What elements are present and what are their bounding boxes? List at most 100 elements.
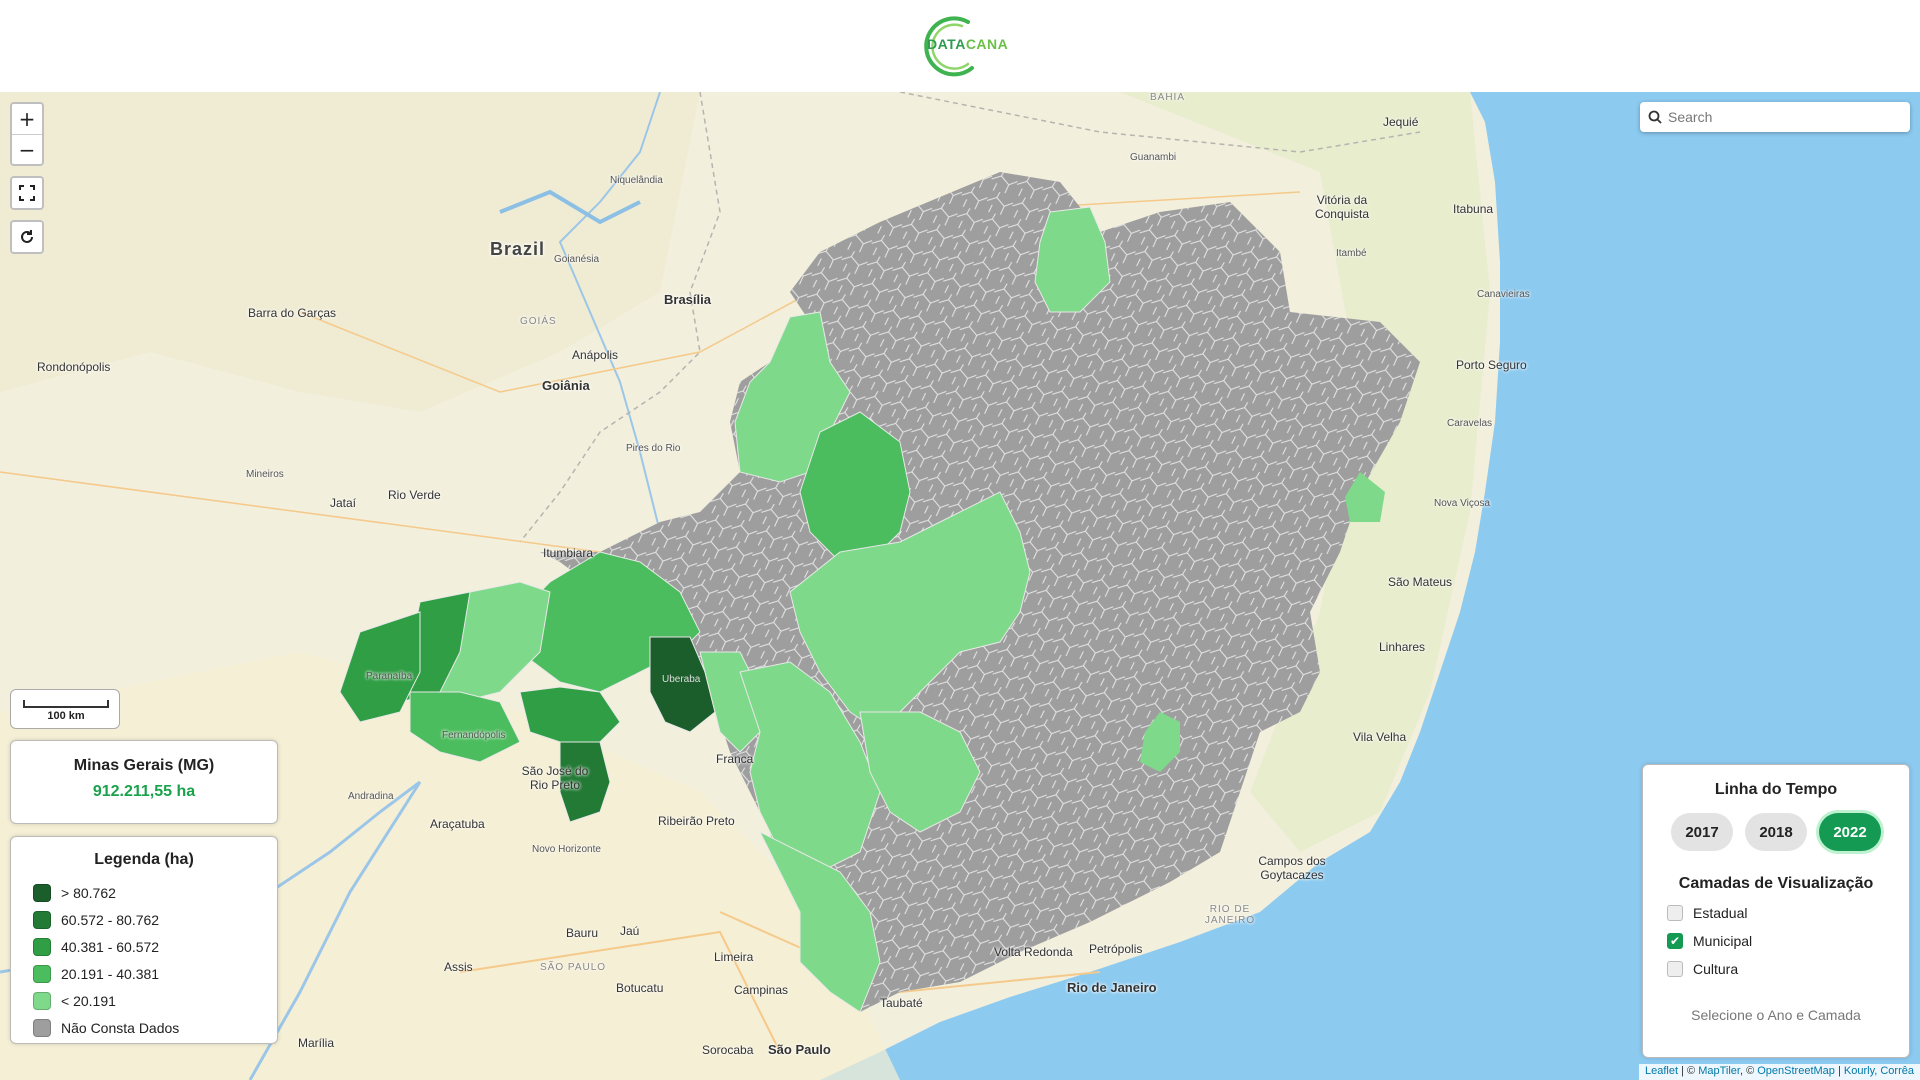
place-label: Porto Seguro bbox=[1456, 358, 1527, 372]
maptiler-link[interactable]: MapTiler bbox=[1698, 1065, 1740, 1077]
attribution-separator: | bbox=[1834, 1065, 1844, 1077]
place-label: Vitória da Conquista bbox=[1314, 193, 1370, 221]
place-label: Rio Verde bbox=[388, 488, 441, 502]
place-label: Itambé bbox=[1336, 248, 1367, 259]
selection-hint: Selecione o Ano e Camada bbox=[1691, 1007, 1861, 1023]
legend-item: 60.572 - 80.762 bbox=[33, 906, 255, 933]
state-total-panel: Minas Gerais (MG) 912.211,55 ha bbox=[10, 740, 278, 824]
place-label: Niquelândia bbox=[610, 175, 663, 186]
layer-option-cultura[interactable]: Cultura bbox=[1667, 961, 1909, 977]
place-label: Campos dos Goytacazes bbox=[1258, 854, 1326, 882]
place-label: Novo Horizonte bbox=[532, 844, 601, 855]
place-label: Araçatuba bbox=[430, 817, 485, 831]
place-label: Itabuna bbox=[1453, 202, 1494, 216]
place-label: Goiânia bbox=[542, 378, 590, 393]
layer-option-estadual[interactable]: Estadual bbox=[1667, 905, 1909, 921]
year-button-2018[interactable]: 2018 bbox=[1745, 813, 1807, 851]
zoom-control: + − bbox=[10, 102, 44, 166]
place-label: Campinas bbox=[734, 983, 789, 997]
place-label: Sorocaba bbox=[702, 1043, 754, 1057]
year-button-2017[interactable]: 2017 bbox=[1671, 813, 1733, 851]
place-label: Ribeirão Preto bbox=[658, 814, 735, 828]
place-label: Itumbiara bbox=[543, 546, 594, 560]
legend-item: 40.381 - 60.572 bbox=[33, 933, 255, 960]
place-label: Paranaíba bbox=[366, 671, 413, 682]
zoom-in-button[interactable]: + bbox=[12, 104, 42, 134]
datacana-logo[interactable]: DATACANA bbox=[910, 14, 1010, 78]
place-label: Nova Viçosa bbox=[1434, 498, 1490, 509]
place-label: Fernandópolis bbox=[442, 730, 506, 741]
place-label: Mineiros bbox=[246, 469, 284, 480]
place-label: Botucatu bbox=[616, 981, 664, 995]
legend-swatch bbox=[33, 964, 51, 983]
fullscreen-button[interactable] bbox=[12, 178, 42, 208]
place-label: Andradina bbox=[348, 791, 394, 802]
header: DATACANA bbox=[0, 0, 1920, 92]
osm-link[interactable]: OpenStreetMap bbox=[1757, 1065, 1835, 1077]
place-label: Brasília bbox=[664, 292, 711, 307]
place-label: Anápolis bbox=[572, 348, 619, 362]
map-attribution: Leaflet | © MapTiler, © OpenStreetMap | … bbox=[1639, 1064, 1920, 1080]
place-label: Limeira bbox=[714, 950, 754, 964]
search-input[interactable] bbox=[1668, 109, 1898, 125]
place-label: Goianésia bbox=[554, 254, 600, 265]
place-label: Barra do Garças bbox=[248, 306, 337, 320]
place-label: Rondonópolis bbox=[37, 360, 111, 374]
legend-item: 20.191 - 40.381 bbox=[33, 960, 255, 987]
authors-link[interactable]: Kourly, Corrêa bbox=[1843, 1065, 1914, 1077]
refresh-icon bbox=[21, 230, 33, 243]
place-label: Jaú bbox=[620, 924, 640, 938]
scale-line bbox=[23, 700, 109, 708]
attribution-separator: , © bbox=[1739, 1065, 1758, 1077]
attribution-separator: | © bbox=[1678, 1065, 1699, 1077]
place-label: Canavieiras bbox=[1477, 289, 1530, 300]
zoom-out-button[interactable]: − bbox=[12, 134, 42, 164]
leaflet-link[interactable]: Leaflet bbox=[1645, 1065, 1679, 1077]
place-label: Linhares bbox=[1379, 640, 1426, 654]
region-label: RIO DE JANEIRO bbox=[1204, 904, 1256, 926]
state-total-value: 912.211,55 ha bbox=[92, 783, 196, 800]
region-label: GOIÁS bbox=[520, 316, 557, 327]
place-label: Volta Redonda bbox=[994, 945, 1073, 959]
place-label: Petrópolis bbox=[1089, 942, 1143, 956]
legend-label: Não Consta Dados bbox=[61, 1019, 180, 1036]
region-label: BAHIA bbox=[1150, 92, 1186, 103]
reset-control bbox=[10, 220, 44, 254]
place-label: Assis bbox=[444, 960, 473, 974]
place-label: São Paulo bbox=[768, 1042, 831, 1057]
layer-checkbox[interactable]: ✔ bbox=[1667, 933, 1683, 949]
legend-title: Legenda (ha) bbox=[94, 851, 194, 868]
layer-checkbox[interactable] bbox=[1667, 905, 1683, 921]
place-label: Uberaba bbox=[662, 674, 701, 685]
legend-swatch bbox=[33, 910, 51, 929]
place-label: Rio de Janeiro bbox=[1067, 980, 1157, 995]
place-label: Taubaté bbox=[880, 996, 923, 1010]
scale-label: 100 km bbox=[47, 710, 85, 722]
fullscreen-icon bbox=[19, 185, 35, 201]
place-label: Vila Velha bbox=[1353, 730, 1407, 744]
year-button-2022[interactable]: 2022 bbox=[1819, 813, 1881, 851]
scale-bar: 100 km bbox=[10, 689, 120, 729]
legend-label: < 20.191 bbox=[61, 992, 116, 1009]
place-label: Guanambi bbox=[1130, 152, 1177, 163]
place-label: Jequié bbox=[1383, 115, 1419, 129]
reset-view-button[interactable] bbox=[12, 222, 42, 252]
legend-swatch bbox=[33, 1018, 51, 1037]
map[interactable]: Brazil Brasília Goiânia Anápolis Goianés… bbox=[0, 92, 1920, 1080]
layer-checkbox[interactable] bbox=[1667, 961, 1683, 977]
logo-text-data: DATA bbox=[927, 36, 966, 52]
state-name: Minas Gerais (MG) bbox=[73, 757, 215, 774]
legend-label: 40.381 - 60.572 bbox=[61, 938, 160, 955]
map-base-layer bbox=[0, 92, 1920, 1080]
legend-item: > 80.762 bbox=[33, 879, 255, 906]
legend-label: 20.191 - 40.381 bbox=[61, 965, 160, 982]
search-icon bbox=[1648, 110, 1662, 124]
fullscreen-control bbox=[10, 176, 44, 210]
search-box bbox=[1640, 102, 1910, 132]
place-label: Caravelas bbox=[1447, 418, 1493, 429]
place-label: Franca bbox=[716, 752, 754, 766]
region-label: SÃO PAULO bbox=[540, 962, 607, 973]
legend-item: < 20.191 bbox=[33, 987, 255, 1014]
layer-option-municipal[interactable]: ✔ Municipal bbox=[1667, 933, 1909, 949]
layers-title: Camadas de Visualização bbox=[1678, 875, 1874, 892]
